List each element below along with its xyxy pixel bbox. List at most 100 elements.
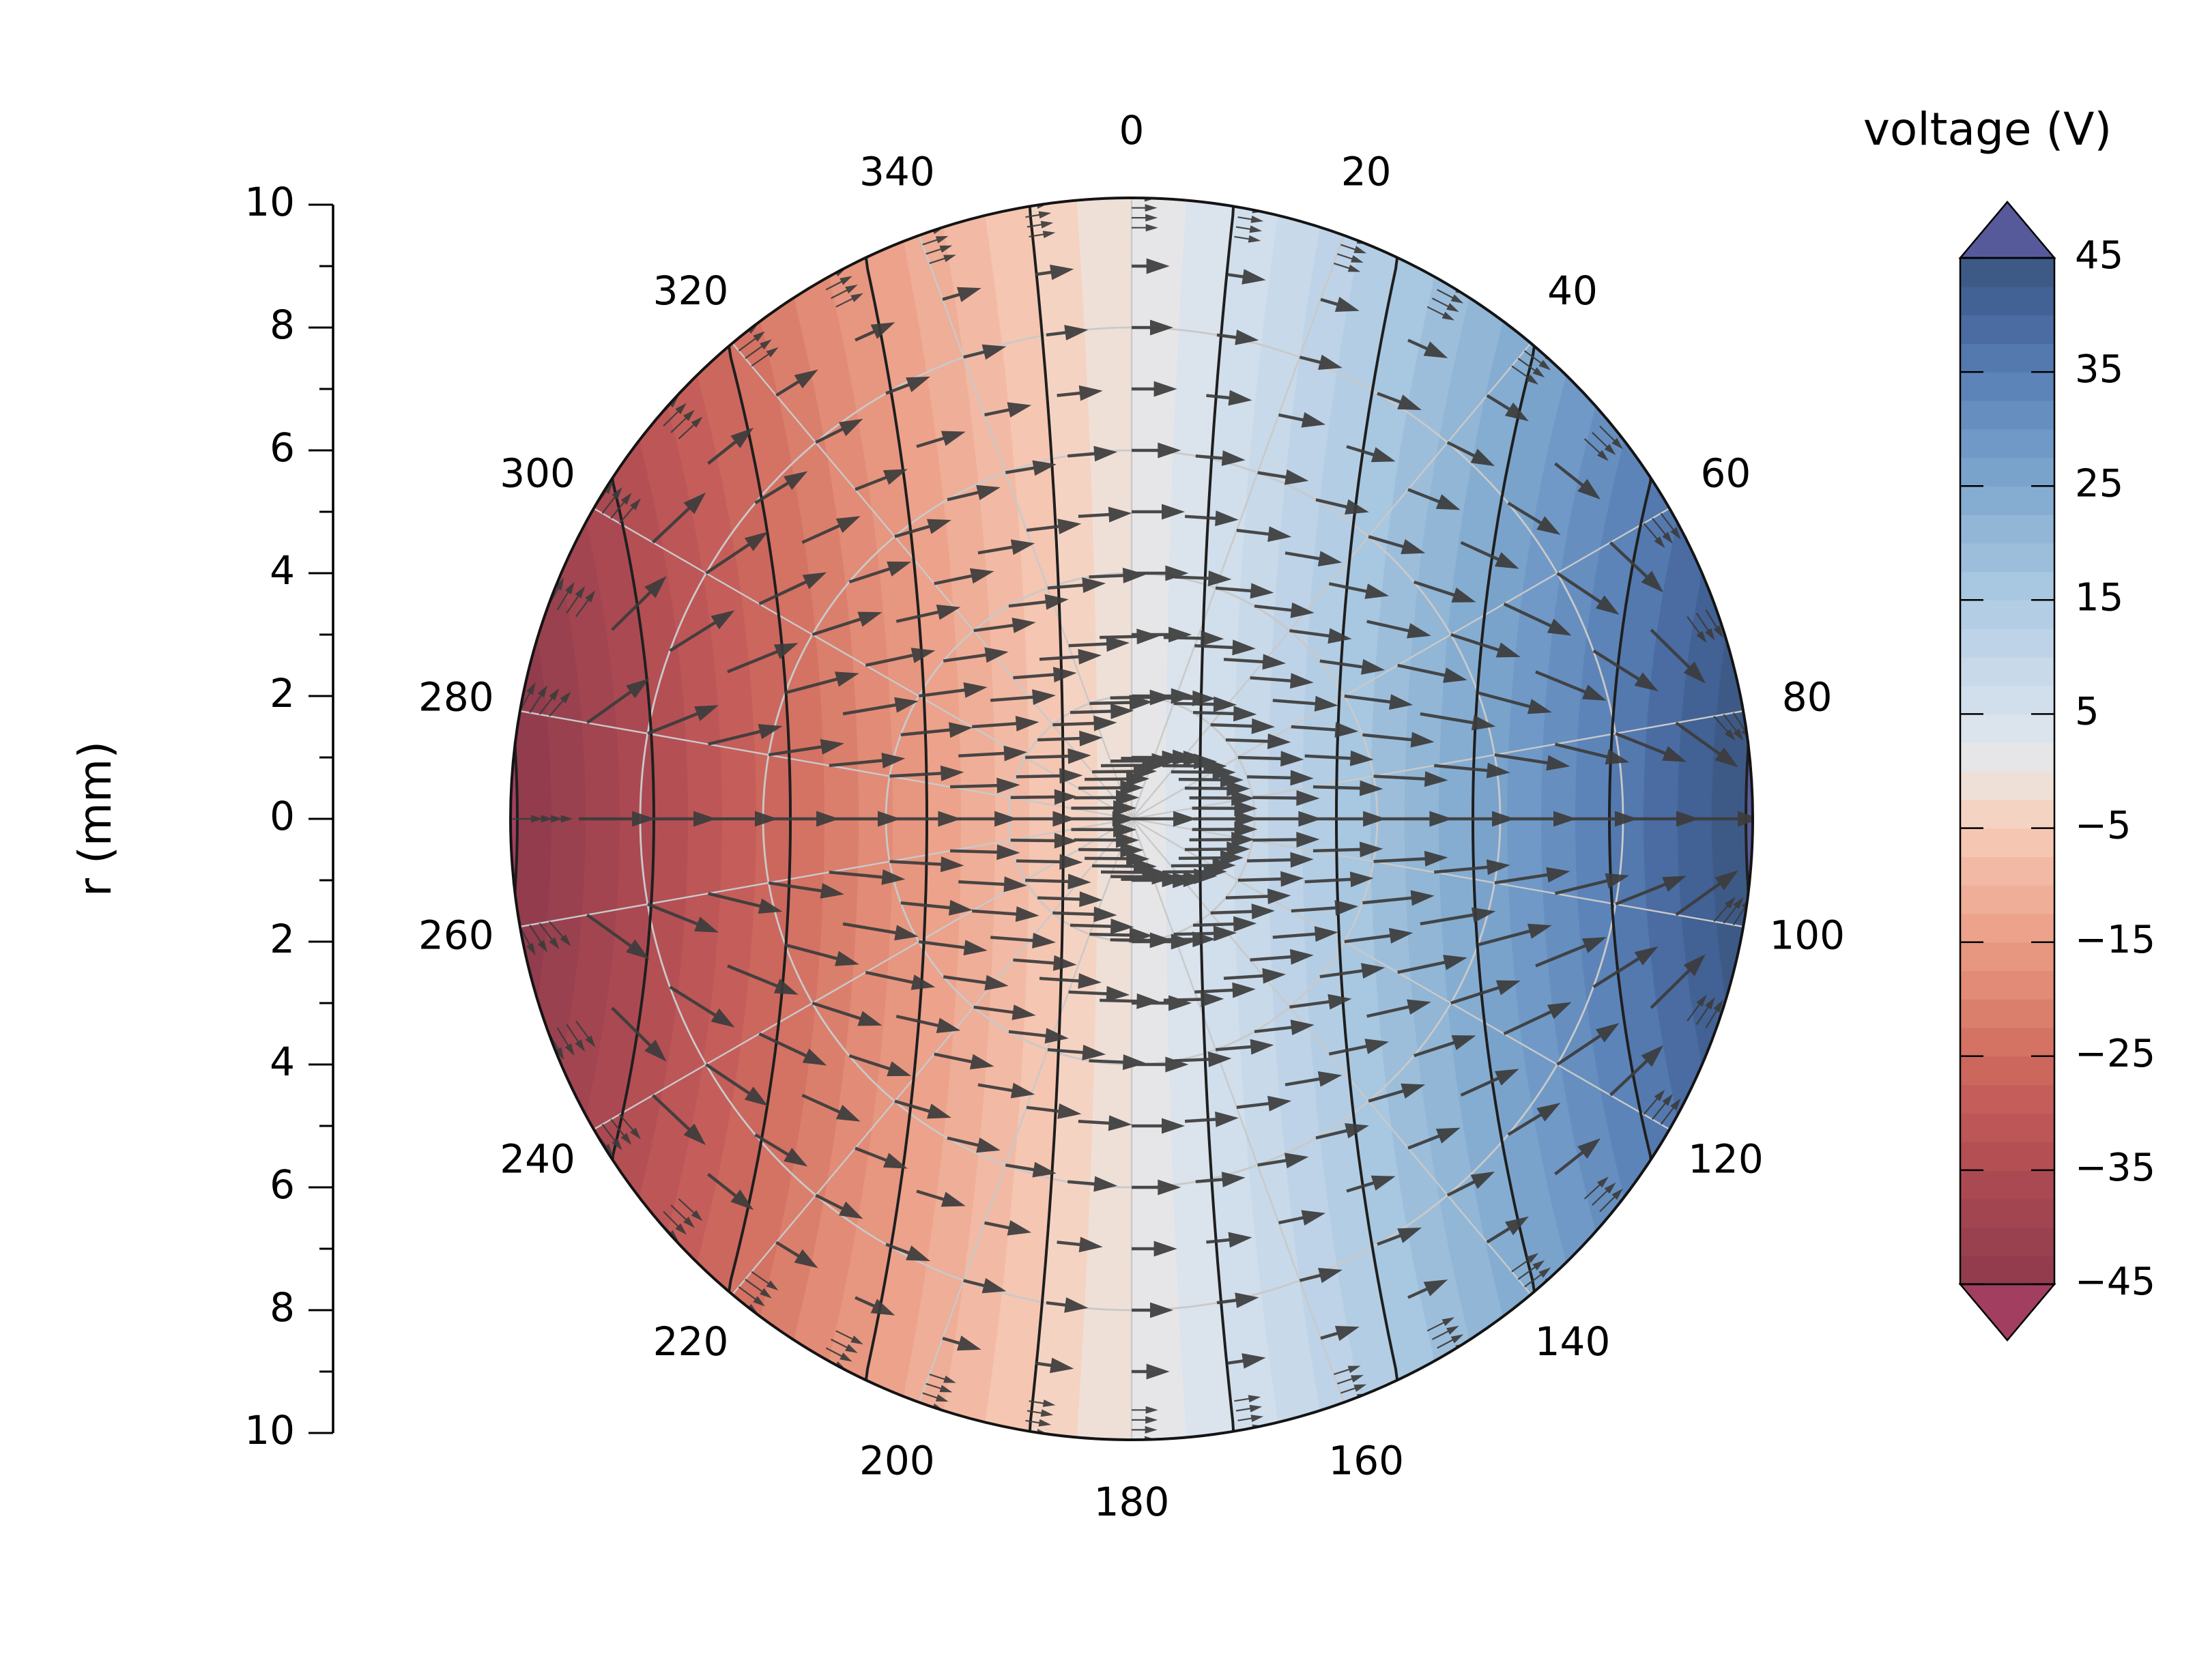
arrow-head (1504, 402, 1529, 422)
arrow-head (1010, 539, 1035, 555)
arrow-shaft (1373, 774, 1435, 781)
field-arrow (1026, 519, 1082, 534)
rim-arrow (618, 1114, 641, 1140)
rim-arrow (751, 347, 779, 367)
arrow-head (1424, 850, 1448, 867)
colorbar-band (1960, 286, 2054, 316)
field-arrow (1025, 748, 1091, 764)
field-arrow (885, 376, 930, 395)
arrow-head (1213, 696, 1237, 712)
rim-arrow (610, 493, 632, 519)
colorbar-over-arrow (1958, 201, 2056, 259)
field-arrow (972, 716, 1039, 732)
field-arrow (1016, 854, 1083, 870)
arrow-head (1361, 658, 1386, 675)
arrow-head (802, 572, 827, 590)
arrow-head (1724, 729, 1736, 741)
rim-arrow (825, 1347, 852, 1362)
field-arrow (1047, 577, 1106, 593)
arrow-head (1082, 1045, 1106, 1060)
rim-arrow (663, 1211, 687, 1235)
arrow-head (1407, 623, 1431, 639)
field-arrow (651, 492, 706, 544)
field-arrow (1377, 1228, 1422, 1246)
arrow-head (1267, 1095, 1292, 1112)
arrow-head (845, 1344, 858, 1353)
arrow-head (526, 682, 536, 695)
field-arrow (1535, 670, 1607, 701)
arrow-shaft (758, 1032, 815, 1061)
arrow-head (969, 568, 994, 584)
arrow-head (1351, 1375, 1364, 1382)
field-arrow (1272, 695, 1338, 712)
arrow-shaft (842, 922, 905, 936)
arrow-head (1345, 1123, 1369, 1139)
field-arrow (754, 471, 808, 505)
field-arrow (1414, 580, 1476, 603)
rim-arrow (922, 1392, 949, 1402)
field-arrow (1362, 890, 1435, 906)
arrow-shaft (647, 902, 706, 929)
rim-arrow (678, 1198, 703, 1221)
arrow-head (1150, 319, 1173, 336)
arrow-head (1040, 1409, 1054, 1417)
field-arrow (1446, 441, 1495, 467)
arrow-head (1470, 448, 1495, 467)
theta-tick-label: 80 (1782, 674, 1833, 721)
field-arrow (1195, 1172, 1246, 1187)
arrow-head (1145, 1436, 1157, 1440)
field-arrow (1132, 1241, 1177, 1257)
arrow-head (1042, 1400, 1056, 1407)
field-arrow (829, 753, 906, 768)
arrow-head (943, 255, 956, 263)
r-tick-label: 6 (270, 1161, 295, 1208)
arrow-head (1249, 225, 1263, 233)
arrow-head (1334, 722, 1359, 738)
arrow-head (632, 811, 655, 827)
arrow-head (1495, 1069, 1519, 1086)
field-arrow (801, 1093, 861, 1122)
arrow-head (1162, 750, 1186, 766)
arrow-head (881, 869, 906, 885)
colorbar-tick-label: −5 (2075, 804, 2132, 848)
arrow-head (1713, 625, 1723, 638)
arrow-head (1705, 997, 1715, 1010)
arrow-head (537, 940, 548, 953)
arrow-head (1113, 822, 1137, 838)
arrow-head (1262, 654, 1286, 670)
arrow-head (927, 1103, 951, 1119)
arrow-head (1611, 1188, 1623, 1200)
arrow-head (1158, 442, 1181, 459)
arrow-head (711, 1008, 735, 1028)
arrow-head (1435, 1127, 1461, 1144)
field-arrow (1008, 594, 1069, 610)
field-arrow (1068, 636, 1130, 652)
grid-spoke (519, 710, 1132, 820)
field-arrow (586, 678, 650, 725)
arrow-head (1082, 577, 1106, 593)
field-arrow (1132, 811, 1196, 827)
arrow-head (1724, 897, 1736, 909)
field-arrow (942, 1335, 981, 1351)
arrow-head (1146, 258, 1170, 274)
arrow-head (1654, 536, 1665, 549)
field-arrow (1236, 526, 1292, 542)
rim-arrow (1027, 1409, 1054, 1417)
rim-arrow (835, 293, 863, 308)
arrow-head (630, 498, 641, 510)
arrow-head (1351, 255, 1364, 263)
arrow-head (1577, 1138, 1601, 1159)
field-arrow (1046, 1297, 1089, 1313)
theta-tick-label: 140 (1535, 1318, 1611, 1365)
arrow-head (1527, 923, 1552, 939)
rim-arrow (1132, 1406, 1158, 1414)
arrow-head (773, 643, 799, 659)
arrow-head (1162, 1118, 1185, 1134)
field-arrow (1163, 631, 1224, 646)
field-arrow (1010, 789, 1078, 805)
arrow-head (554, 1047, 564, 1060)
field-arrow (1328, 582, 1390, 599)
arrow-shaft (812, 615, 870, 637)
arrow-head (883, 1153, 908, 1169)
arrow-shaft (1556, 1029, 1609, 1066)
